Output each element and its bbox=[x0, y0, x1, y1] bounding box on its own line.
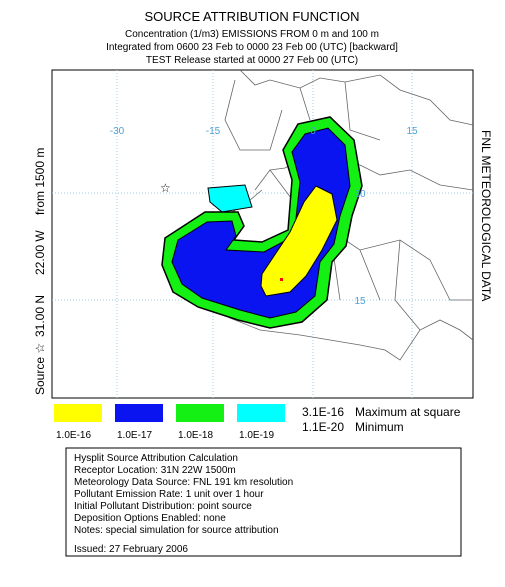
right-label: FNL METEOROLOGICAL DATA bbox=[479, 130, 493, 301]
legend-label: 1.0E-17 bbox=[117, 430, 152, 441]
info-line: Initial Pollutant Distribution: point so… bbox=[74, 501, 252, 512]
legend-min: 1.1E-20 bbox=[302, 420, 344, 434]
map: ☆ -30 -15 0 15 30 15 bbox=[51, 69, 474, 399]
lon-label: -15 bbox=[206, 126, 221, 137]
info-line: Deposition Options Enabled: none bbox=[74, 513, 226, 524]
lat-label: 30 bbox=[354, 189, 366, 200]
info: Hysplit Source Attribution CalculationRe… bbox=[74, 453, 293, 536]
subtitle: Integrated from 0600 23 Feb to 0000 23 F… bbox=[106, 42, 398, 53]
legend-swatch bbox=[176, 404, 224, 422]
lon-label: 15 bbox=[406, 126, 418, 137]
lon-label: 0 bbox=[310, 126, 316, 137]
subtitle: TEST Release started at 0000 27 Feb 00 (… bbox=[146, 55, 358, 66]
legend-label: 1.0E-19 bbox=[239, 430, 274, 441]
subtitle: Concentration (1/m3) EMISSIONS FROM 0 m … bbox=[125, 29, 379, 40]
legend-label: 1.0E-18 bbox=[178, 430, 213, 441]
legend-swatch bbox=[115, 404, 163, 422]
issued: Issued: 27 February 2006 bbox=[74, 544, 188, 555]
info-line: Meteorology Data Source: FNL 191 km reso… bbox=[74, 477, 293, 488]
legend-label: 1.0E-16 bbox=[56, 430, 91, 441]
info-box bbox=[65, 447, 462, 557]
legend-max-text: Maximum at square bbox=[355, 405, 461, 419]
source-star: ☆ bbox=[160, 181, 171, 195]
source-lat: 31.00 N bbox=[33, 295, 47, 337]
title: SOURCE ATTRIBUTION FUNCTION bbox=[145, 9, 360, 24]
source-lon: 22.00 W bbox=[33, 230, 47, 275]
legend: 1.0E-16 1.0E-17 1.0E-18 1.0E-19 bbox=[54, 404, 285, 441]
info-line: Receptor Location: 31N 22W 1500m bbox=[74, 465, 236, 476]
legend-swatch bbox=[237, 404, 285, 422]
left-label: Source ☆ 31.00 N 22.00 W from 1500 m bbox=[33, 148, 47, 395]
info-line: Notes: special simulation for source att… bbox=[74, 525, 279, 536]
info-line: Hysplit Source Attribution Calculation bbox=[74, 453, 238, 464]
legend-max: 3.1E-16 bbox=[302, 405, 344, 419]
info-line: Pollutant Emission Rate: 1 unit over 1 h… bbox=[74, 489, 264, 500]
source-label: Source ☆ bbox=[33, 343, 47, 395]
legend-swatch bbox=[54, 404, 102, 422]
source-height: from 1500 m bbox=[33, 148, 47, 215]
legend-min-text: Minimum bbox=[355, 420, 404, 434]
lon-label: -30 bbox=[110, 126, 125, 137]
lat-label: 15 bbox=[354, 296, 366, 307]
